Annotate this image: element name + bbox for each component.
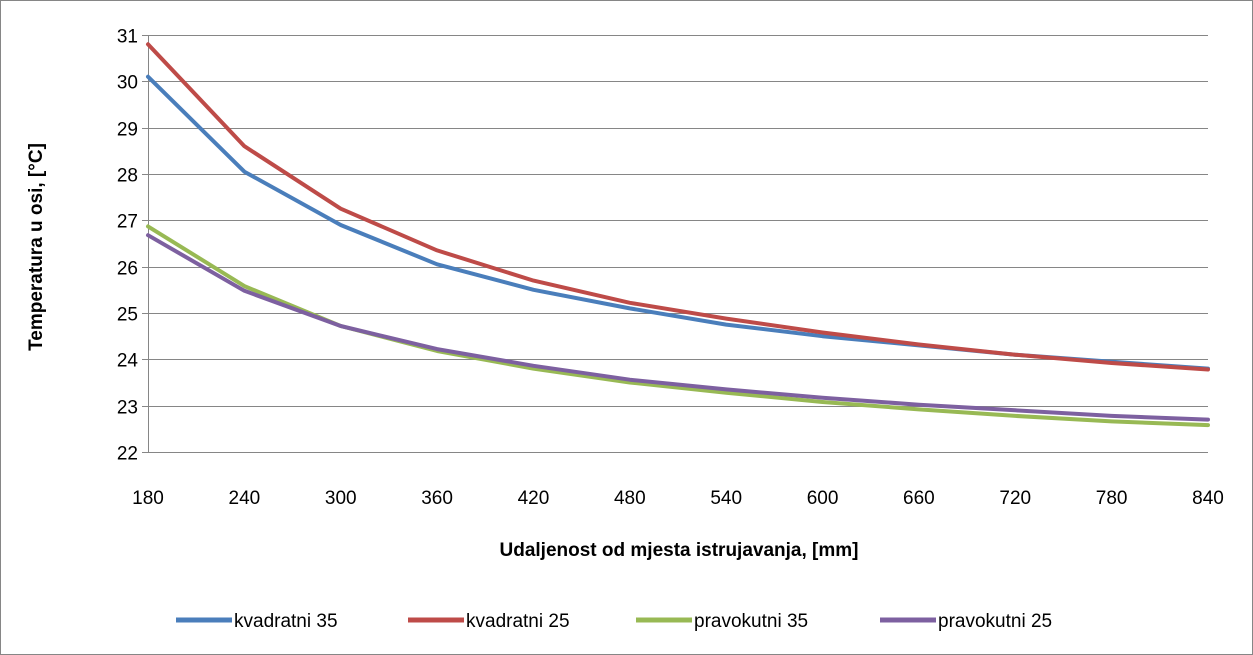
y-tick-label: 31 [117, 27, 138, 48]
y-tick-labels: 22 23 24 25 26 27 28 29 30 31 [117, 27, 139, 465]
x-tick-label: 240 [229, 488, 261, 509]
y-tick-label: 27 [117, 212, 138, 233]
x-tick-label: 360 [421, 488, 453, 509]
y-tick-label: 29 [117, 120, 138, 141]
x-tick-label: 420 [518, 488, 550, 509]
y-axis-title: Temperatura u osi, [°C] [26, 143, 47, 351]
legend-label: pravokutni 35 [694, 611, 808, 632]
x-tick-label: 720 [999, 488, 1031, 509]
legend: kvadratni 35 kvadratni 25 pravokutni 35 pra… [176, 611, 1052, 632]
legend-label: kvadratni 35 [234, 611, 338, 632]
y-tick-label: 30 [117, 73, 138, 94]
x-axis-title: Udaljenost od mjesta istrujavanja, [mm] [500, 540, 859, 561]
x-tick-label: 660 [903, 488, 935, 509]
x-tick-label: 600 [807, 488, 839, 509]
y-tick-label: 26 [117, 259, 138, 280]
x-tick-label: 480 [614, 488, 646, 509]
y-tick-label: 23 [117, 398, 138, 419]
series-line-pravokutni-25 [146, 233, 1210, 422]
x-tick-label: 840 [1192, 488, 1224, 509]
axes [142, 35, 1208, 453]
y-tick-label: 28 [117, 166, 138, 187]
series-lines [146, 42, 1210, 428]
series-line-kvadratni-25 [146, 42, 1210, 372]
legend-label: pravokutni 25 [938, 611, 1052, 632]
legend-label: kvadratni 25 [466, 611, 570, 632]
x-tick-label: 540 [710, 488, 742, 509]
y-tick-label: 24 [117, 351, 139, 372]
y-tick-label: 22 [117, 444, 138, 465]
gridlines [148, 35, 1208, 407]
x-tick-label: 180 [132, 488, 164, 509]
x-tick-label: 300 [325, 488, 357, 509]
y-tick-label: 25 [117, 305, 138, 326]
x-tick-labels: 180 240 300 360 420 480 540 600 660 720 780 840 [132, 488, 1224, 509]
x-tick-label: 780 [1096, 488, 1128, 509]
